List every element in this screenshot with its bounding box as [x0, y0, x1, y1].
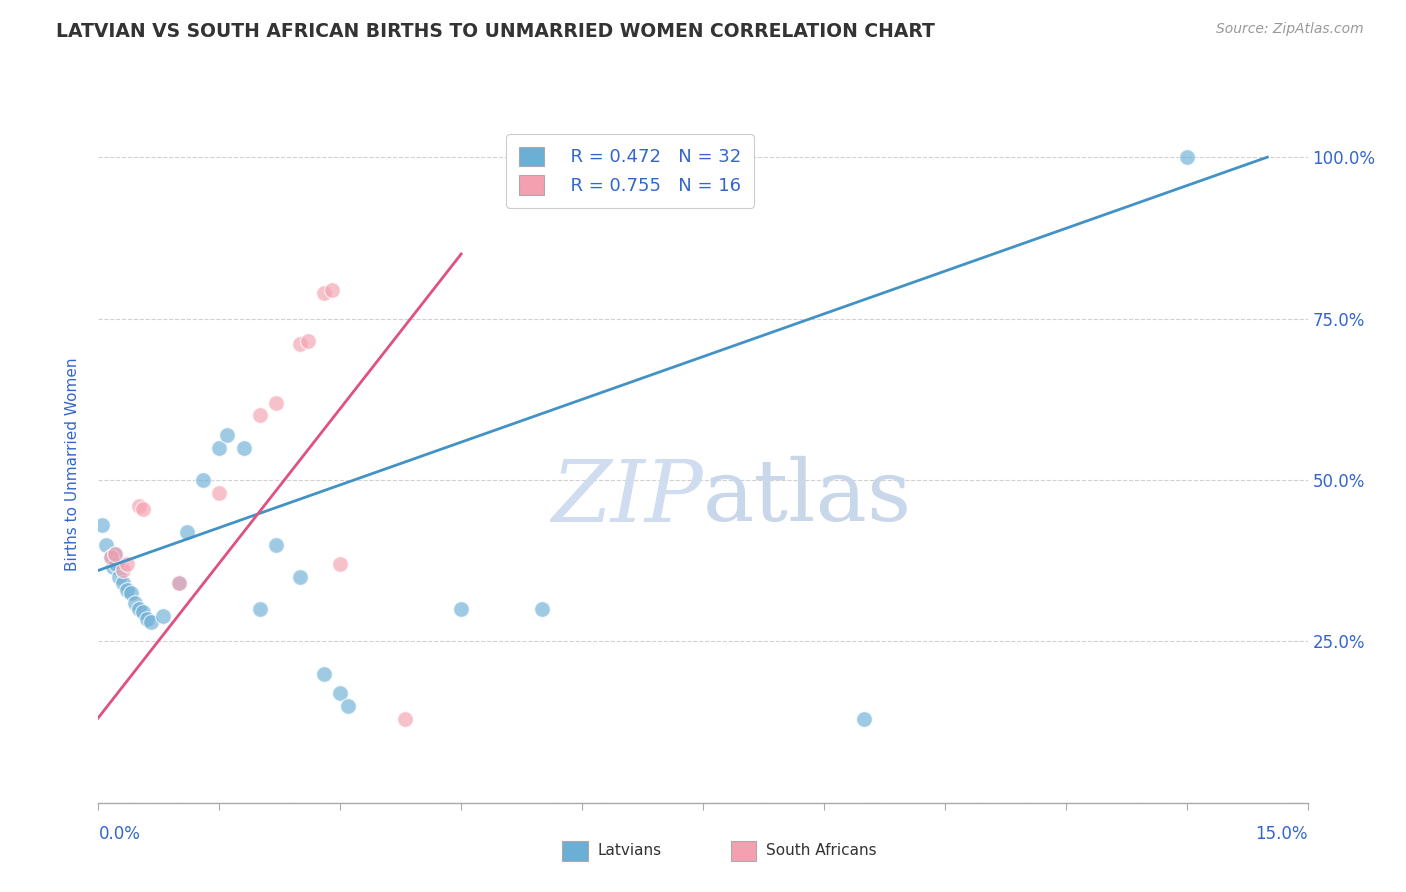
Point [314, 666, 336, 681]
Point [288, 570, 311, 584]
Point [176, 524, 198, 539]
Point [193, 473, 215, 487]
Point [167, 576, 190, 591]
Point [208, 441, 231, 455]
Point [249, 602, 271, 616]
Point [167, 576, 190, 591]
Text: 15.0%: 15.0% [1256, 825, 1308, 843]
Point [120, 586, 142, 600]
Text: atlas: atlas [703, 456, 912, 540]
Point [853, 712, 876, 726]
Point [128, 602, 150, 616]
Point [128, 499, 150, 513]
Point [329, 686, 352, 700]
Point [337, 698, 360, 713]
Point [135, 612, 157, 626]
Point [111, 563, 134, 577]
Point [111, 576, 134, 591]
Point [321, 283, 343, 297]
Point [329, 557, 352, 571]
Point [132, 502, 155, 516]
Text: LATVIAN VS SOUTH AFRICAN BIRTHS TO UNMARRIED WOMEN CORRELATION CHART: LATVIAN VS SOUTH AFRICAN BIRTHS TO UNMAR… [56, 22, 935, 41]
Point [208, 486, 231, 500]
Text: 0.0%: 0.0% [98, 825, 141, 843]
Point [232, 441, 254, 455]
Text: Latvians: Latvians [598, 844, 662, 858]
Point [103, 547, 125, 561]
Point [249, 409, 271, 423]
Legend:   R = 0.472   N = 32,   R = 0.755   N = 16: R = 0.472 N = 32, R = 0.755 N = 16 [506, 134, 754, 208]
Point [105, 557, 128, 571]
Point [96, 537, 118, 551]
Point [297, 334, 319, 348]
Text: ZIP: ZIP [551, 457, 703, 539]
Point [107, 570, 129, 584]
Point [91, 518, 114, 533]
Point [217, 427, 239, 442]
Text: Source: ZipAtlas.com: Source: ZipAtlas.com [1216, 22, 1364, 37]
Point [152, 608, 174, 623]
Point [1175, 150, 1198, 164]
Text: South Africans: South Africans [766, 844, 877, 858]
Point [100, 550, 122, 565]
Point [139, 615, 162, 629]
Point [115, 582, 138, 597]
Point [132, 605, 155, 619]
Point [124, 596, 146, 610]
Point [101, 560, 124, 574]
Point [100, 550, 122, 565]
Point [115, 557, 138, 571]
Point [450, 602, 472, 616]
Point [288, 337, 311, 351]
Point [394, 712, 416, 726]
Point [103, 547, 125, 561]
Point [264, 395, 287, 409]
Point [264, 537, 287, 551]
Point [530, 602, 553, 616]
Y-axis label: Births to Unmarried Women: Births to Unmarried Women [65, 357, 80, 571]
Point [314, 285, 336, 300]
